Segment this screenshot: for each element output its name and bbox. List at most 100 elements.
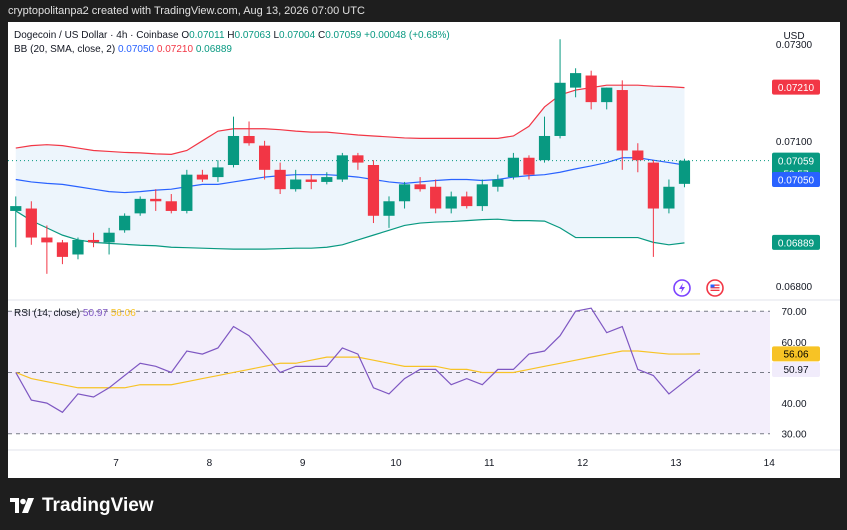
candle-body bbox=[305, 179, 317, 182]
legend-symbol: Dogecoin / US Dollar · 4h · Coinbase bbox=[14, 30, 179, 41]
legend-low: 0.07004 bbox=[279, 30, 316, 41]
price-badge bbox=[772, 172, 820, 187]
candle-body bbox=[585, 75, 597, 103]
rsi-tick-label: 30.00 bbox=[781, 430, 806, 441]
legend-c-label: C bbox=[318, 30, 325, 41]
candle-body bbox=[367, 165, 380, 216]
rsi-tick-label: 40.00 bbox=[781, 399, 806, 410]
candle-body bbox=[258, 145, 271, 170]
candle-body bbox=[134, 198, 146, 214]
candle-body bbox=[227, 135, 240, 165]
price-badge-label: 0.07050 bbox=[778, 176, 815, 187]
price-badge-label: 0.07059 bbox=[778, 157, 815, 168]
tradingview-logo[interactable]: TradingView bbox=[10, 494, 154, 518]
legend-rsi-ma-value: 56.06 bbox=[111, 308, 136, 319]
legend-bb-basis: 0.07050 bbox=[118, 44, 155, 55]
candle-body bbox=[25, 208, 37, 238]
legend-h-label: H bbox=[227, 30, 234, 41]
legend-symbol-line: Dogecoin / US Dollar · 4h · Coinbase O0.… bbox=[14, 30, 450, 41]
candle-body bbox=[663, 186, 675, 209]
rsi-badge-label: 56.06 bbox=[783, 349, 808, 360]
time-tick-label: 9 bbox=[300, 458, 306, 469]
rsi-ma-line bbox=[15, 350, 701, 389]
candle-body bbox=[523, 157, 535, 175]
candle-body bbox=[430, 186, 442, 209]
price-tick-label: 0.07300 bbox=[776, 40, 813, 51]
candle-body bbox=[181, 174, 193, 211]
price-axis-currency: USD bbox=[783, 31, 804, 42]
candle-body bbox=[352, 155, 364, 163]
candle-body bbox=[212, 167, 224, 178]
candle-body bbox=[72, 239, 84, 255]
legend-bb-upper: 0.07210 bbox=[157, 44, 194, 55]
bb-lower-line bbox=[15, 210, 685, 250]
rsi-tick-label: 70.00 bbox=[781, 307, 806, 318]
candle-body bbox=[492, 179, 504, 187]
candle-body bbox=[56, 242, 69, 257]
time-tick-label: 7 bbox=[113, 458, 119, 469]
candle-body bbox=[243, 135, 255, 144]
candle-body bbox=[274, 169, 286, 190]
candle-body bbox=[632, 150, 644, 161]
candle-body bbox=[196, 174, 208, 180]
price-badge-label: 0.07210 bbox=[778, 83, 815, 94]
price-tick-label: 0.06800 bbox=[776, 282, 813, 293]
candle-body bbox=[601, 87, 613, 103]
legend-bb-line: BB (20, SMA, close, 2) 0.07050 0.07210 0… bbox=[14, 44, 232, 55]
candle-body bbox=[119, 215, 131, 231]
candle-body bbox=[398, 184, 411, 202]
bb-upper-line bbox=[15, 84, 685, 155]
legend-close: 0.07059 bbox=[325, 30, 362, 41]
candle-body bbox=[290, 179, 302, 190]
candle-body bbox=[10, 206, 22, 211]
candle-body bbox=[538, 135, 551, 161]
candle-body bbox=[165, 201, 177, 211]
legend-open: 0.07011 bbox=[189, 30, 225, 41]
candle-body bbox=[570, 73, 582, 88]
price-badge-label: 0.06889 bbox=[778, 238, 815, 249]
candle-body bbox=[616, 90, 628, 151]
rsi-badge bbox=[772, 346, 820, 362]
candle-body bbox=[150, 198, 162, 202]
legend-l-label: L bbox=[273, 30, 279, 41]
price-badge bbox=[772, 79, 820, 95]
legend-rsi-label: RSI (14, close) bbox=[14, 308, 80, 319]
candle-body bbox=[321, 177, 333, 182]
time-tick-label: 11 bbox=[484, 458, 495, 469]
candle-body bbox=[383, 201, 395, 216]
caption-text: cryptopolitanpa2 created with TradingVie… bbox=[8, 5, 365, 17]
rsi-badge bbox=[772, 361, 820, 377]
time-tick-label: 14 bbox=[764, 458, 776, 469]
legend-o-label: O bbox=[181, 30, 189, 41]
brand-name: TradingView bbox=[42, 495, 154, 516]
candle-body bbox=[87, 239, 100, 243]
chart-panel[interactable]: USD0.073000.071000.068000.072100.0705959… bbox=[8, 22, 840, 478]
rsi-badge-label: 50.97 bbox=[783, 365, 808, 376]
candle-body bbox=[554, 82, 566, 136]
chart-svg[interactable]: USD0.073000.071000.068000.072100.0705959… bbox=[8, 22, 840, 478]
time-tick-label: 8 bbox=[207, 458, 213, 469]
time-tick-label: 10 bbox=[390, 458, 402, 469]
candle-body bbox=[41, 237, 53, 243]
rsi-line bbox=[15, 307, 701, 414]
tradingview-logo-icon bbox=[10, 498, 34, 513]
legend-high: 0.07063 bbox=[235, 30, 272, 41]
candle-body bbox=[336, 155, 348, 180]
time-tick-label: 13 bbox=[670, 458, 682, 469]
us-flag-icon[interactable] bbox=[706, 279, 724, 297]
legend-change: +0.00048 (+0.68%) bbox=[364, 30, 450, 41]
candle-body bbox=[461, 196, 473, 207]
candle-body bbox=[678, 160, 691, 184]
candle-body bbox=[414, 184, 426, 190]
legend-bb-label: BB (20, SMA, close, 2) bbox=[14, 44, 115, 55]
replay-icon[interactable] bbox=[673, 279, 691, 297]
price-tick-label: 0.07100 bbox=[776, 137, 813, 148]
chart-caption: cryptopolitanpa2 created with TradingVie… bbox=[0, 0, 847, 22]
price-badge bbox=[772, 234, 820, 250]
legend-bb-lower: 0.06889 bbox=[196, 44, 233, 55]
legend-rsi-line: RSI (14, close) 50.97 56.06 bbox=[14, 308, 136, 319]
rsi-tick-label: 60.00 bbox=[781, 338, 806, 349]
candle-body bbox=[647, 162, 659, 209]
candle-body bbox=[476, 184, 488, 207]
candle-body bbox=[103, 232, 115, 243]
